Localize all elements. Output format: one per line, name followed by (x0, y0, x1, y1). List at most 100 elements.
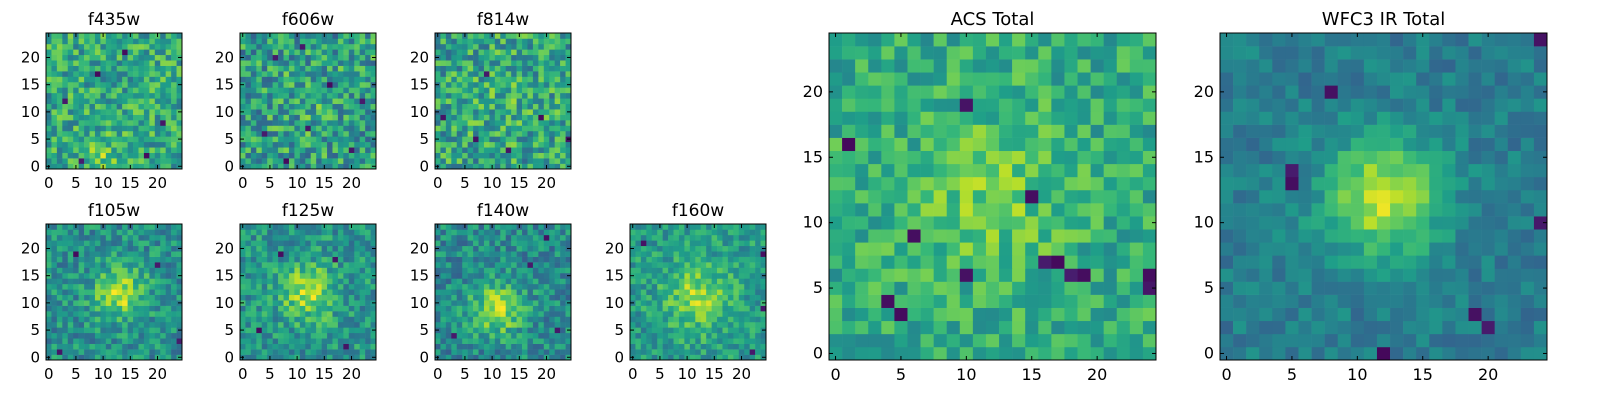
heatmap-cell (305, 136, 312, 143)
heatmap-cell (640, 283, 647, 290)
heatmap-cell (105, 54, 112, 61)
heatmap-cell (662, 327, 669, 334)
heatmap-cell (62, 81, 69, 88)
heatmap-cell (505, 332, 512, 339)
heatmap-cell (451, 152, 458, 159)
heatmap-cell (511, 71, 517, 77)
heatmap-cell (489, 316, 496, 323)
heatmap-cell (78, 267, 85, 274)
heatmap-cell (522, 98, 528, 105)
heatmap-cell (94, 354, 101, 361)
heatmap-cell (1103, 163, 1118, 178)
heatmap-cell (662, 311, 669, 317)
heatmap-cell (435, 114, 441, 121)
heatmap-cell (305, 316, 312, 323)
heatmap-cell (722, 332, 729, 339)
heatmap-cell (343, 245, 350, 252)
heatmap-cell (165, 130, 172, 137)
heatmap-cell (467, 272, 474, 279)
heatmap-cell (985, 150, 1000, 165)
heatmap-cell (554, 60, 561, 66)
heatmap-cell (749, 305, 756, 312)
heatmap-cell (78, 256, 85, 263)
heatmap-cell (138, 147, 145, 153)
heatmap-cell (256, 294, 263, 301)
heatmap-cell (1077, 203, 1091, 217)
heatmap-cell (478, 278, 485, 285)
heatmap-cell (294, 229, 301, 236)
heatmap-cell (283, 71, 290, 77)
heatmap-cell (332, 224, 339, 230)
heatmap-cell (651, 256, 658, 263)
heatmap-cell (321, 109, 328, 115)
heatmap-cell (689, 289, 696, 296)
heatmap-cell (489, 43, 496, 50)
heatmap-cell (560, 272, 566, 279)
heatmap-cell (749, 256, 756, 263)
heatmap-cell (959, 176, 974, 191)
heatmap-cell (985, 307, 1000, 322)
heatmap-cell (959, 255, 974, 269)
heatmap-cell (94, 311, 101, 317)
heatmap-cell (842, 294, 856, 308)
heatmap-cell (706, 283, 712, 290)
heatmap-cell (440, 332, 447, 339)
heatmap-cell (127, 158, 134, 164)
heatmap-cell (1012, 203, 1026, 217)
heatmap-cell (84, 321, 90, 328)
heatmap-cell (160, 87, 166, 94)
heatmap-cell (111, 283, 118, 290)
heatmap-cell (278, 38, 284, 45)
heatmap-cell (94, 267, 101, 274)
heatmap-cell (73, 289, 79, 296)
heatmap-cell (494, 338, 501, 344)
heatmap-cell (100, 49, 107, 56)
heatmap-cell (511, 338, 517, 344)
heatmap-cell (560, 327, 566, 334)
heatmap-cell (78, 332, 85, 339)
heatmap-cell (171, 267, 177, 274)
heatmap-cell (560, 338, 566, 344)
heatmap-cell (348, 240, 355, 247)
heatmap-cell (154, 305, 161, 312)
heatmap-cell (440, 130, 447, 137)
heatmap-cell (160, 267, 166, 274)
heatmap-cell (565, 65, 572, 72)
heatmap-cell (565, 289, 572, 296)
heatmap-cell (310, 283, 317, 290)
heatmap-cell (149, 130, 156, 137)
heatmap-cell (473, 60, 479, 66)
heatmap-cell (261, 272, 268, 279)
heatmap-cell (278, 125, 284, 132)
heatmap-cell (143, 289, 150, 296)
heatmap-cell (143, 49, 150, 56)
heatmap-cell (143, 283, 150, 290)
heatmap-cell (483, 343, 490, 350)
heatmap-cell (288, 300, 295, 306)
heatmap-cell (283, 130, 290, 137)
heatmap-cell (855, 189, 869, 204)
heatmap-cell (100, 245, 107, 252)
heatmap-cell (462, 267, 468, 274)
heatmap-cell (543, 147, 550, 153)
heatmap-cell (359, 152, 366, 159)
heatmap-cell (267, 245, 273, 252)
heatmap-cell (89, 98, 96, 105)
heatmap-cell (354, 240, 360, 247)
heatmap-cell (711, 300, 718, 306)
heatmap-cell (160, 147, 166, 153)
heatmap-cell (738, 338, 745, 344)
heatmap-cell (138, 224, 145, 230)
heatmap-cell (435, 92, 441, 99)
heatmap-cell (478, 152, 485, 159)
heatmap-cell (171, 136, 177, 143)
heatmap-cell (738, 278, 745, 285)
heatmap-cell (171, 158, 177, 164)
heatmap-cell (733, 294, 740, 301)
heatmap-cell (494, 76, 501, 83)
heatmap-cell (500, 321, 507, 328)
heatmap-cell (245, 278, 252, 285)
heatmap-cell (1077, 242, 1091, 256)
heatmap-cell (494, 49, 501, 56)
heatmap-cell (522, 60, 528, 66)
